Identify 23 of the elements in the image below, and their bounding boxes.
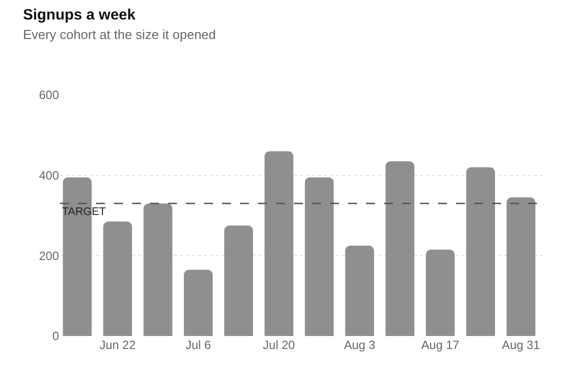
bar: [386, 161, 414, 336]
x-tick-label: Aug 31: [502, 338, 540, 352]
bar: [224, 226, 254, 336]
bar: [103, 222, 132, 336]
y-tick-label: 400: [38, 168, 60, 183]
bar: [304, 177, 334, 336]
x-tick-label: Jul 20: [262, 338, 296, 352]
x-tick-label: Aug 17: [421, 338, 460, 352]
x-tick-label: Jul 6: [186, 338, 212, 352]
x-tick-label: Aug 3: [344, 338, 376, 352]
bar: [144, 203, 172, 336]
y-tick-label: 0: [52, 329, 60, 344]
bar: [426, 250, 455, 336]
bar: [345, 246, 374, 336]
chart-subtitle: Every cohort at the size it opened: [22, 26, 216, 42]
bar: [506, 197, 536, 336]
bar: [184, 270, 213, 336]
y-tick-label: 200: [38, 248, 60, 263]
y-tick-label: 600: [38, 88, 60, 102]
chart-title: Signups a week: [22, 6, 136, 24]
x-tick-label: Jun 22: [100, 338, 136, 352]
bar: [264, 151, 294, 336]
bar: [466, 167, 496, 336]
